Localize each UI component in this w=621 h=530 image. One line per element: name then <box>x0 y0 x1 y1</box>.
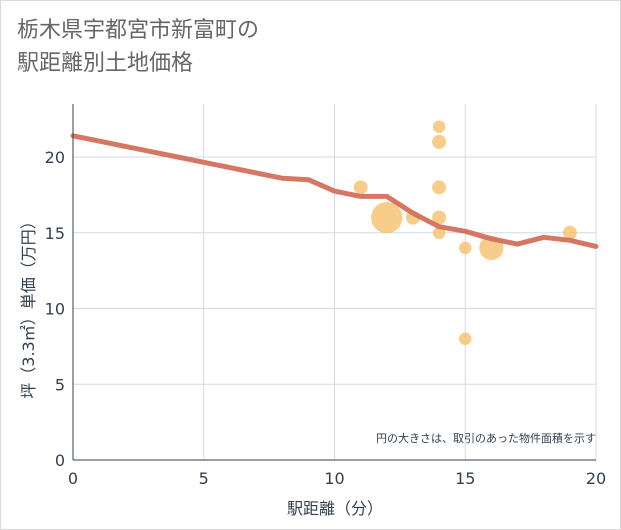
x-tick-label-5: 5 <box>199 469 209 488</box>
chart-title: 栃木県宇都宮市新富町の 駅距離別土地価格 <box>17 14 259 80</box>
bubble-point-3 <box>432 120 446 133</box>
x-tick-label-10: 10 <box>324 469 344 488</box>
x-tick-label-0: 0 <box>68 469 78 488</box>
grid <box>73 104 597 460</box>
x-tick-label-20: 20 <box>586 469 606 488</box>
y-tick-label-0: 0 <box>55 451 65 470</box>
trend-layer <box>70 133 599 249</box>
bubble-point-9 <box>458 332 472 346</box>
y-tick-label-5: 5 <box>55 375 65 394</box>
y-tick-label-10: 10 <box>45 300 65 319</box>
bubble-point-4 <box>432 134 447 149</box>
y-tick-label-15: 15 <box>45 224 65 243</box>
x-axis-title: 駅距離（分） <box>287 499 383 518</box>
chart-title-line-2: 駅距離別土地価格 <box>17 51 194 76</box>
bubble-point-11 <box>562 225 577 240</box>
bubble-point-1 <box>371 201 403 234</box>
bubble-point-5 <box>432 180 447 195</box>
bubble-size-note: 円の大きさは、取引のあった物件面積を示す <box>376 431 596 445</box>
bubble-point-0 <box>353 180 368 195</box>
y-tick-label-20: 20 <box>45 148 65 167</box>
chart-title-line-1: 栃木県宇都宮市新富町の <box>17 18 260 43</box>
trend-line <box>70 133 599 249</box>
bubble-point-6 <box>432 210 447 225</box>
x-tick-label-15: 15 <box>455 469 475 488</box>
axes: 0 5 10 15 20 0 5 10 15 20 <box>45 104 606 488</box>
y-axis-title: 坪（3.3㎡）単価（万円） <box>19 213 38 398</box>
bubble-point-8 <box>458 241 472 255</box>
bubble-layer <box>353 120 577 346</box>
